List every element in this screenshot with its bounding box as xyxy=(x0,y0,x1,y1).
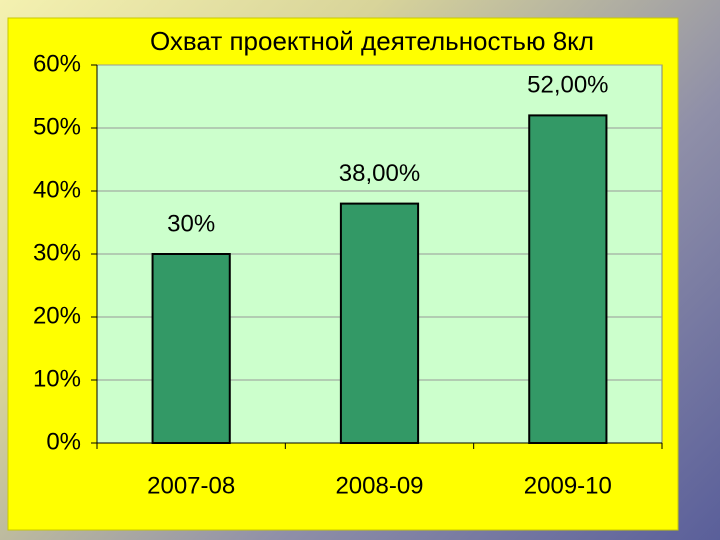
y-tick-label: 60% xyxy=(33,50,81,77)
x-tick-label: 2008-09 xyxy=(335,472,423,499)
bar xyxy=(151,253,231,444)
y-tick-label: 50% xyxy=(33,113,81,140)
data-label: 30% xyxy=(167,210,215,237)
x-tick-label: 2009-10 xyxy=(524,472,612,499)
chart-title: Охват проектной деятельностью 8кл xyxy=(150,26,594,56)
bar xyxy=(528,114,608,445)
y-tick-label: 10% xyxy=(33,365,81,392)
data-label: 38,00% xyxy=(339,160,420,187)
y-tick-label: 30% xyxy=(33,239,81,266)
bar xyxy=(339,202,420,444)
data-label: 52,00% xyxy=(527,72,608,99)
y-tick-label: 40% xyxy=(33,176,81,203)
y-tick-label: 20% xyxy=(33,302,81,329)
y-tick-label: 0% xyxy=(46,428,81,455)
x-tick-label: 2007-08 xyxy=(147,472,235,499)
